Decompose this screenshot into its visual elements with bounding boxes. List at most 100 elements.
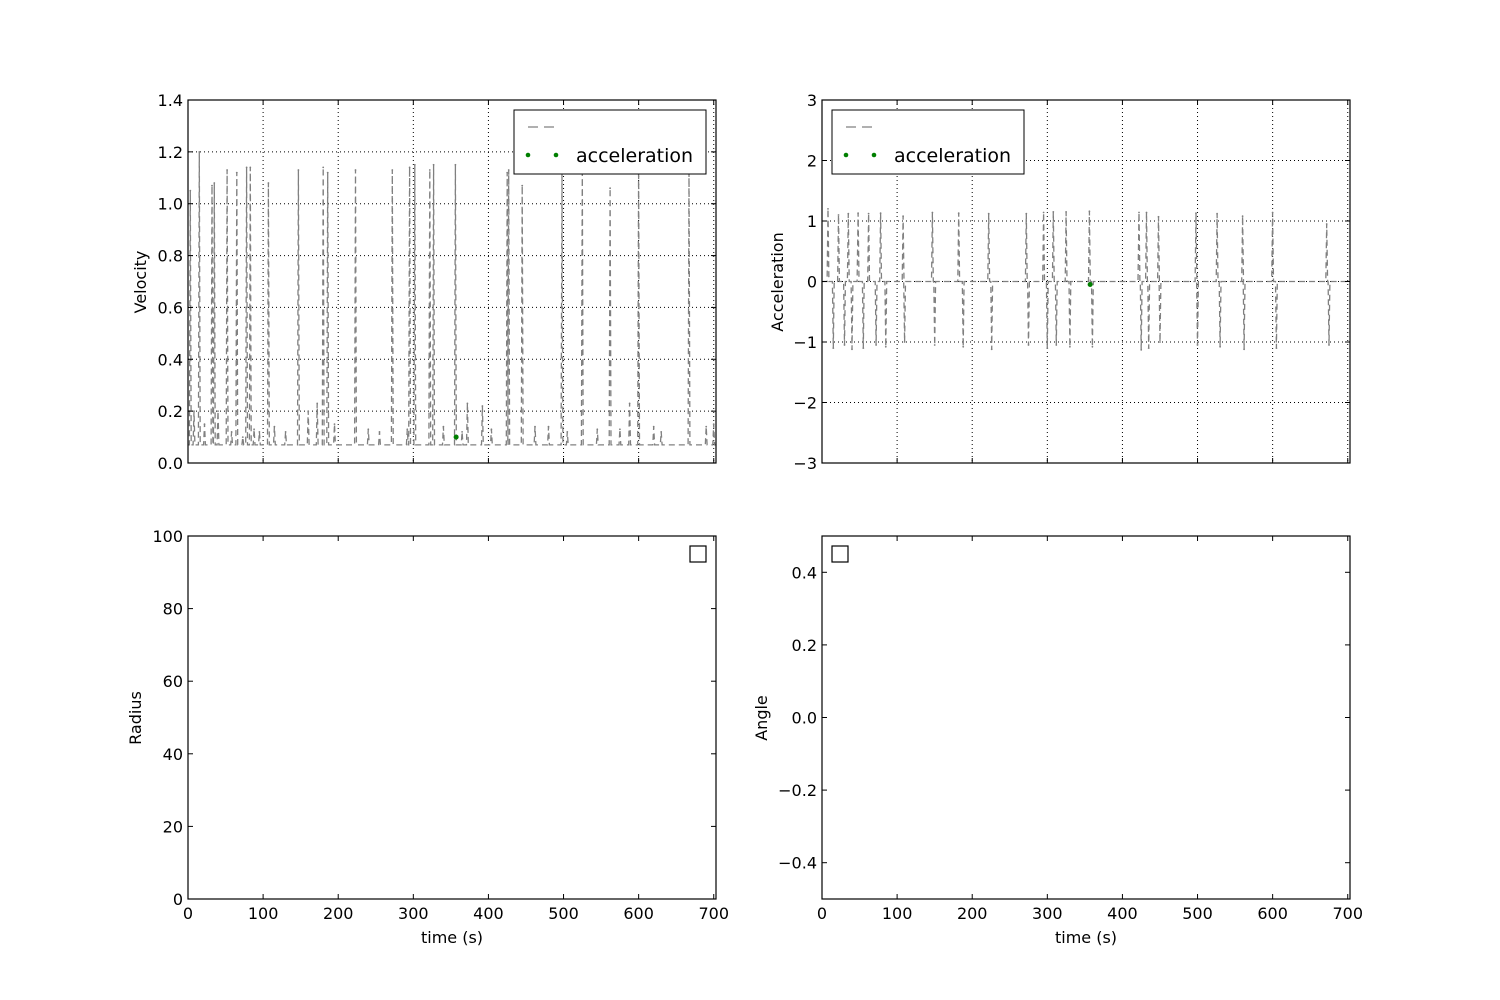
acceleration-legend-box xyxy=(831,109,1025,175)
acceleration-spike-point xyxy=(884,345,887,348)
acceleration-spike-point xyxy=(1219,345,1221,348)
acceleration-ytick-label: 1 xyxy=(807,212,817,231)
acceleration-spike-point xyxy=(1138,211,1140,214)
velocity-spike-point xyxy=(198,151,201,153)
acceleration-spike-point xyxy=(957,212,960,215)
acceleration-spike-point xyxy=(1088,210,1091,213)
velocity-spike-point xyxy=(245,166,248,169)
velocity-spike-point xyxy=(230,431,233,433)
radius-panel: 0 100 200 300 400 500 600 700 0 20 40 60 80 100 Radiu… xyxy=(126,527,729,947)
radius-xtick-label: 600 xyxy=(623,904,654,923)
velocity-acceleration-point xyxy=(453,434,459,440)
acceleration-spike-point xyxy=(1243,348,1245,351)
acceleration-ytick-label: 0 xyxy=(807,273,817,292)
angle-ytick-label: −0.4 xyxy=(778,854,817,873)
radius-ytick-label: 0 xyxy=(173,890,183,909)
radius-ytick-label: 60 xyxy=(163,672,183,691)
acceleration-spike-point xyxy=(931,211,934,214)
acceleration-ytick-label: 2 xyxy=(807,152,817,171)
acceleration-spike-point xyxy=(1196,344,1199,346)
acceleration-ytick-label: −3 xyxy=(793,454,817,473)
angle-xtick-label: 0 xyxy=(817,904,827,923)
acceleration-spike-point xyxy=(867,212,870,215)
acceleration-spike-point xyxy=(843,344,846,346)
radius-xtick-label: 100 xyxy=(248,904,279,923)
velocity-spike-point xyxy=(267,182,270,184)
velocity-spike-point xyxy=(596,428,599,431)
acceleration-spike-point xyxy=(1052,211,1055,213)
velocity-spike-point xyxy=(273,425,276,428)
angle-panel: 0 100 200 300 400 500 600 700−0.4−0.20.00.20.4 … xyxy=(752,535,1363,947)
velocity-ytick-label: 1.2 xyxy=(158,143,183,162)
acceleration-ylabel: Acceleration xyxy=(768,232,787,331)
velocity-spike-point xyxy=(253,428,256,431)
velocity-legend-box xyxy=(513,109,707,175)
radius-ytick-label: 20 xyxy=(163,817,183,836)
angle-xtick-label: 300 xyxy=(1032,904,1063,923)
acceleration-spike-point xyxy=(837,214,840,216)
velocity-ytick-label: 0.4 xyxy=(158,350,183,369)
radius-xtick-label: 400 xyxy=(473,904,504,923)
velocity-spike-point xyxy=(432,163,435,166)
velocity-spike-point xyxy=(660,431,663,433)
velocity-spike-point xyxy=(217,410,219,412)
acceleration-spike-point xyxy=(1046,347,1049,349)
acceleration-spike-point xyxy=(1195,212,1197,215)
acceleration-panel: −3 −2 −1 0 1 2 3 acceleration Acceleration xyxy=(768,91,1351,473)
velocity-spike-point xyxy=(506,171,509,174)
acceleration-spike-point xyxy=(851,348,853,351)
velocity-spike-point xyxy=(507,169,510,171)
radius-ytick-label: 80 xyxy=(163,600,183,619)
angle-ytick-label: 0.2 xyxy=(792,636,817,655)
acceleration-spike-point xyxy=(1042,211,1045,214)
angle-ytick-label: 0.0 xyxy=(792,709,817,728)
acceleration-spike-point xyxy=(1328,344,1330,346)
velocity-spike-point xyxy=(235,171,238,174)
velocity-spike-point xyxy=(547,425,550,428)
acceleration-spike-point xyxy=(862,347,865,349)
velocity-spike-point xyxy=(628,402,631,405)
velocity-ylabel: Velocity xyxy=(131,251,150,314)
acceleration-spike-point xyxy=(903,341,906,343)
velocity-plot-area: 0.0 0.2 0.4 0.6 0.8 1.0 1.2 1.4 acceleration xyxy=(158,91,717,473)
velocity-ytick-label: 0.2 xyxy=(158,402,183,421)
velocity-spike-point xyxy=(189,189,192,192)
acceleration-spike-point xyxy=(1241,215,1244,218)
acceleration-spike-point xyxy=(879,212,882,215)
acceleration-spike-point xyxy=(1275,347,1278,349)
velocity-spike-point xyxy=(712,423,715,425)
velocity-spike-point xyxy=(258,431,261,433)
angle-xtick-label: 500 xyxy=(1182,904,1213,923)
velocity-ytick-label: 1.0 xyxy=(158,195,183,214)
acceleration-spike-point xyxy=(1027,344,1030,346)
velocity-axes-frame xyxy=(187,99,717,464)
velocity-spike-point xyxy=(354,169,357,171)
velocity-spike-point xyxy=(466,402,469,405)
acceleration-spike-point xyxy=(1025,212,1028,215)
velocity-spike-point xyxy=(428,169,431,171)
velocity-spike-point xyxy=(326,171,329,174)
velocity-spike-point xyxy=(652,425,655,428)
velocity-spike-point xyxy=(378,431,381,433)
acceleration-spike-point xyxy=(847,212,850,215)
velocity-spike-point xyxy=(609,187,611,190)
radius-ylabel: Radius xyxy=(126,691,145,745)
acceleration-spike-point xyxy=(990,348,993,351)
acceleration-legend-point-swatch xyxy=(843,152,849,158)
acceleration-spike-point xyxy=(1091,345,1094,348)
acceleration-spike-point xyxy=(1271,211,1274,214)
acceleration-spike-point xyxy=(987,212,990,215)
velocity-spike-point xyxy=(322,166,325,169)
velocity-spike-point xyxy=(454,163,457,166)
velocity-spike-point xyxy=(442,425,445,428)
velocity-panel: 0.0 0.2 0.4 0.6 0.8 1.0 1.2 1.4 acceleration Vel… xyxy=(131,91,717,473)
acceleration-spike-point xyxy=(827,208,829,210)
velocity-spike-point xyxy=(307,410,310,412)
velocity-spike-point xyxy=(619,428,621,431)
angle-legend-box xyxy=(831,545,849,563)
velocity-spike-point xyxy=(297,169,300,171)
radius-xtick-label: 700 xyxy=(698,904,729,923)
angle-xlabel: time (s) xyxy=(1055,928,1117,947)
angle-xtick-label: 100 xyxy=(882,904,913,923)
